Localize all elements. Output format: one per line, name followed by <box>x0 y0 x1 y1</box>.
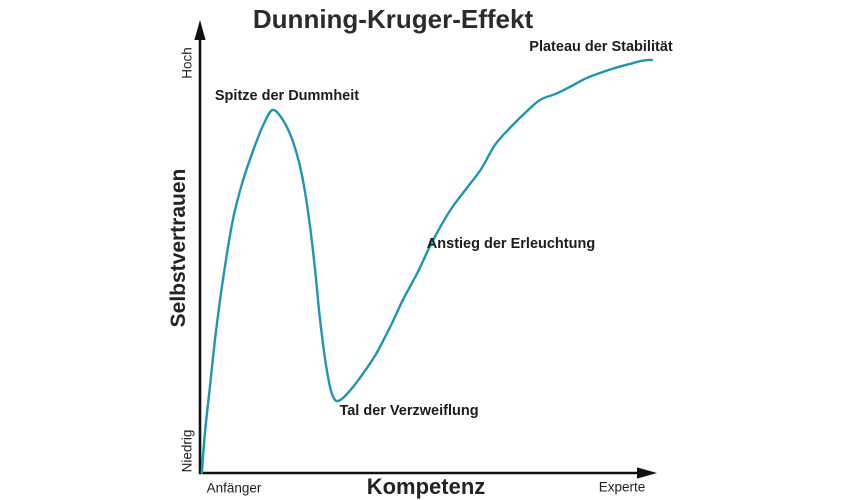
y-tick-niedrig: Niedrig <box>179 429 195 473</box>
x-tick-experte: Experte <box>598 479 646 495</box>
chart-title: Dunning-Kruger-Effekt <box>252 4 534 34</box>
annotation-tal-der-verzweiflung: Tal der Verzweiflung <box>339 403 479 419</box>
annotation-anstieg-der-erleuchtung: Anstieg der Erleuchtung <box>426 236 596 252</box>
annotation-spitze-der-dummheit: Spitze der Dummheit <box>214 88 360 104</box>
x-tick-anfaenger: Anfänger <box>206 480 262 496</box>
x-axis-label: Kompetenz <box>366 474 486 499</box>
annotation-plateau-der-stabilitaet: Plateau der Stabilität <box>529 39 673 55</box>
dunning-kruger-curve <box>200 58 653 475</box>
y-tick-hoch: Hoch <box>179 47 195 79</box>
y-axis-label: Selbstvertrauen <box>167 168 190 328</box>
x-axis-arrowhead-icon <box>637 467 657 479</box>
y-axis-arrowhead-icon <box>194 20 206 40</box>
